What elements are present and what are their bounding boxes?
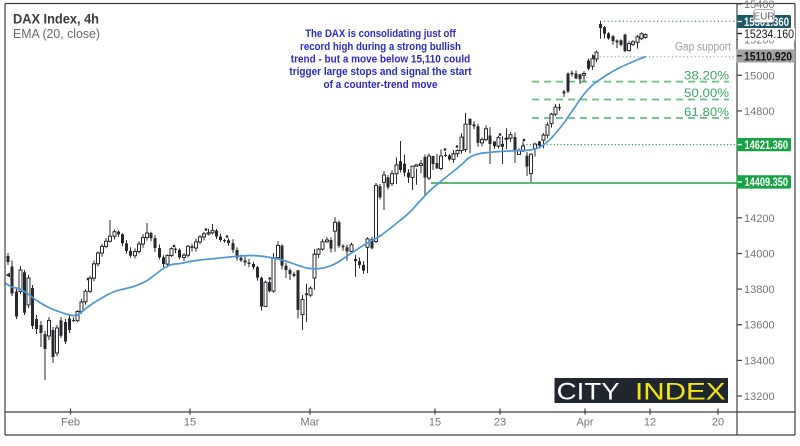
- svg-text:15400: 15400: [744, 0, 775, 11]
- svg-text:CITY: CITY: [557, 378, 620, 405]
- svg-text:14200: 14200: [744, 213, 775, 225]
- svg-text:15110.920: 15110.920: [744, 51, 792, 63]
- svg-text:trigger large stops and signal: trigger large stops and signal the start: [289, 66, 471, 78]
- svg-text:12: 12: [644, 417, 656, 429]
- svg-text:The DAX is consolidating just: The DAX is consolidating just off: [305, 28, 456, 40]
- svg-text:DAX Index, 4h: DAX Index, 4h: [13, 12, 99, 27]
- svg-text:Gap support: Gap support: [675, 42, 732, 54]
- svg-text:15234.160: 15234.160: [744, 29, 794, 41]
- svg-text:EMA (20, close): EMA (20, close): [13, 26, 100, 41]
- svg-text:23: 23: [494, 417, 506, 429]
- svg-text:13200: 13200: [744, 391, 775, 403]
- svg-text:15: 15: [429, 417, 441, 429]
- svg-text:14800: 14800: [744, 106, 775, 118]
- svg-text:13800: 13800: [744, 284, 775, 296]
- svg-text:14621.360: 14621.360: [745, 140, 789, 152]
- svg-text:13400: 13400: [744, 355, 775, 367]
- svg-text:EUR: EUR: [753, 11, 774, 22]
- svg-text:15: 15: [184, 417, 196, 429]
- svg-text:14000: 14000: [744, 249, 775, 261]
- svg-text:13600: 13600: [744, 320, 775, 332]
- svg-text:trend - but a move below 15,11: trend - but a move below 15,110 could: [291, 54, 470, 66]
- svg-text:15000: 15000: [744, 70, 775, 82]
- svg-text:61.80%: 61.80%: [684, 107, 729, 119]
- svg-text:Feb: Feb: [61, 417, 80, 429]
- svg-text:Apr: Apr: [576, 417, 593, 429]
- svg-text:38.20%: 38.20%: [684, 70, 729, 82]
- svg-text:INDEX: INDEX: [635, 378, 726, 405]
- svg-text:50.00%: 50.00%: [684, 88, 729, 100]
- svg-text:20: 20: [712, 417, 724, 429]
- svg-text:14409.350: 14409.350: [745, 177, 789, 189]
- svg-text:of a counter-trend move: of a counter-trend move: [324, 79, 438, 91]
- svg-text:Mar: Mar: [301, 417, 320, 429]
- svg-text:record high during a strong bu: record high during a strong bullish: [300, 41, 461, 53]
